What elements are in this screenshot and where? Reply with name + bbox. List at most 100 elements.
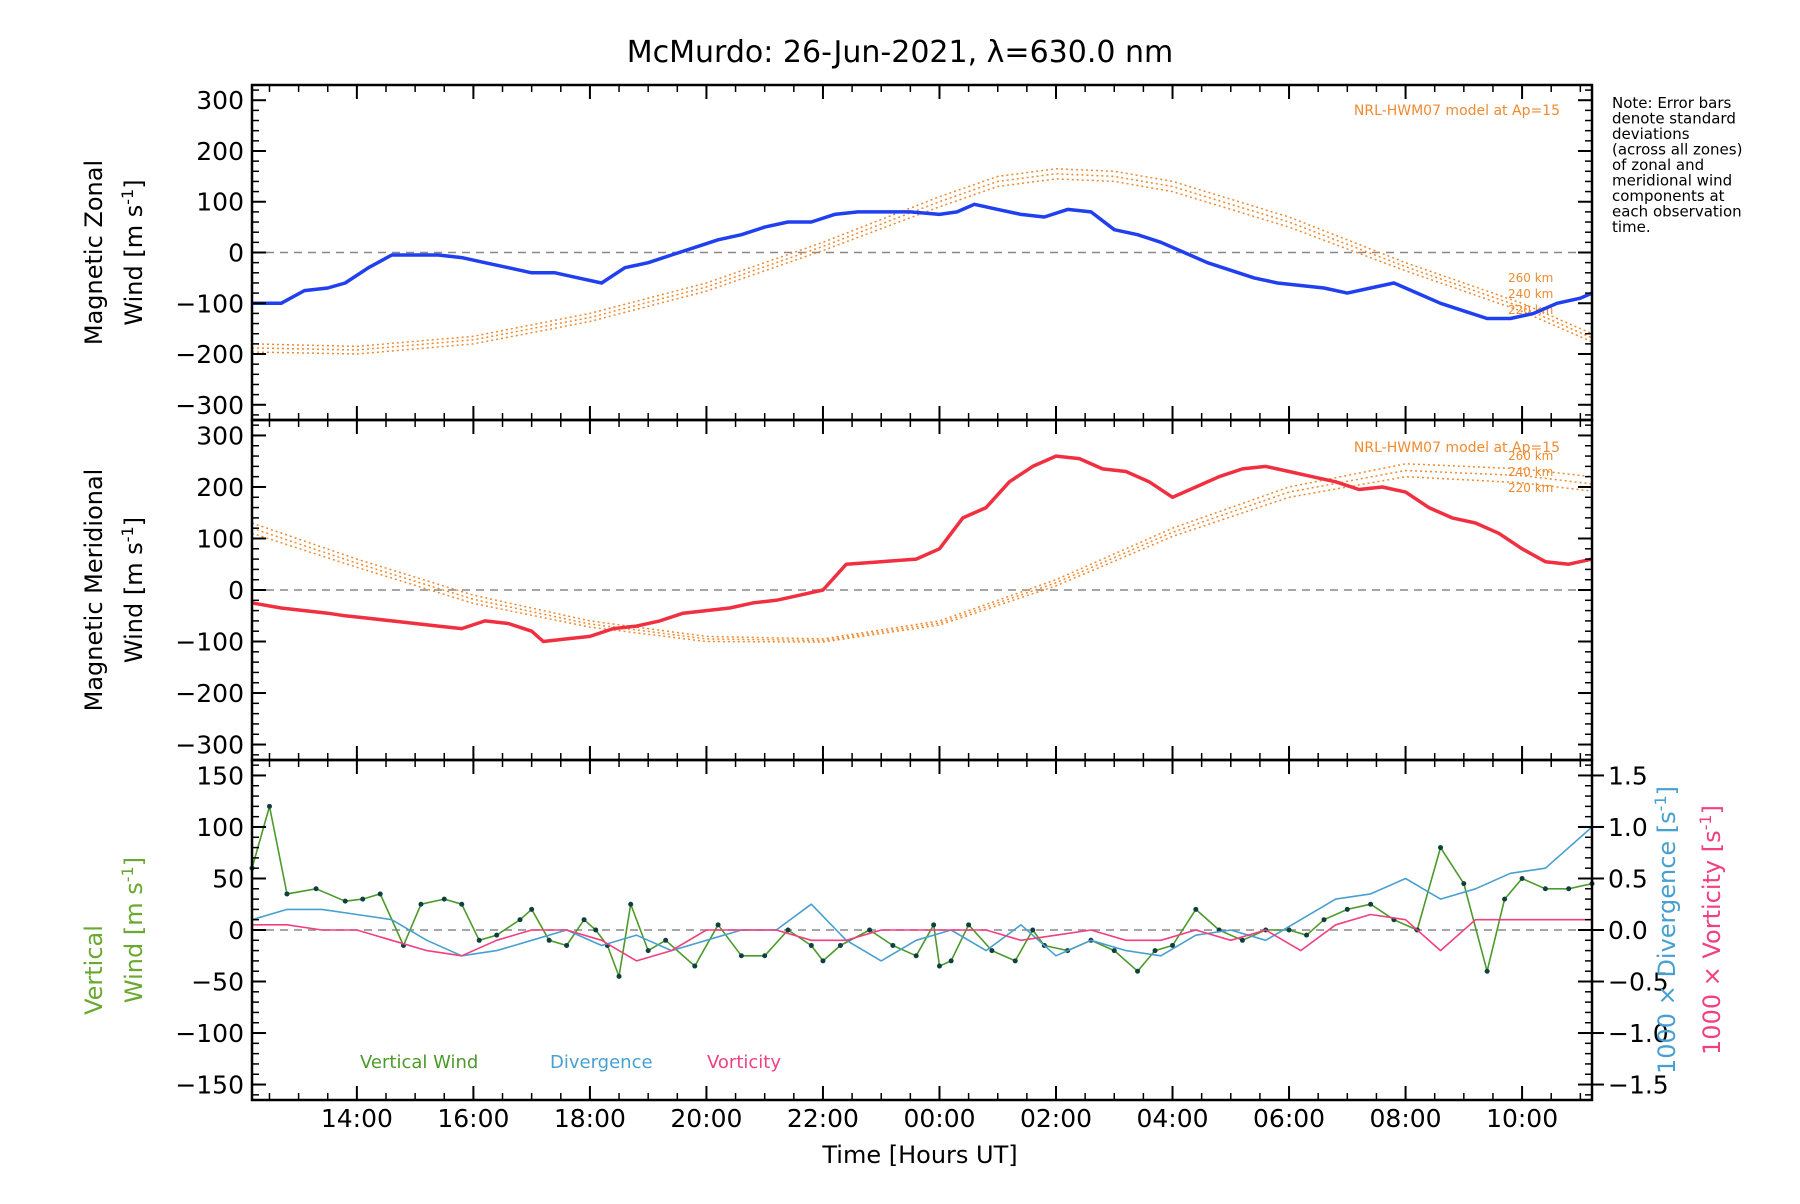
ytick-label-zonal: 300 [196,86,244,115]
ytick-label-vertical: 0 [228,916,244,945]
vertical-wind-point [663,937,669,943]
vertical-wind-point [476,937,482,943]
vertical-wind-point [692,963,698,969]
vertical-wind-point [948,958,954,964]
vertical-wind-point [593,927,599,933]
ylabel-line1-meridional: Magnetic Meridional [80,469,108,712]
ytick-label-meridional: −200 [175,679,244,708]
ytick-label-zonal: 100 [196,188,244,217]
vertical-wind-point [1344,906,1350,912]
note-line: components at [1612,187,1725,205]
vertical-wind-point [890,942,896,948]
altitude-label-meridional-2: 220 km [1508,481,1553,495]
right-ytick-label: 0.0 [1608,916,1648,945]
right-ytick-label: −0.5 [1608,968,1669,997]
vertical-wind-point [377,891,383,897]
model-curve-zonal-0 [251,168,1593,348]
model-curve-zonal-2 [251,178,1593,355]
model-label-zonal: NRL-HWM07 model at Ap=15 [1354,103,1560,119]
right-ytick-label: 1.5 [1608,761,1648,790]
vertical-wind-point [1111,948,1117,954]
vertical-wind-point [1239,937,1245,943]
note-line: (across all zones) [1612,141,1742,159]
vertical-wind-point [1193,906,1199,912]
altitude-label-meridional-1: 240 km [1508,465,1553,479]
vertical-wind-point [459,901,465,907]
legend-vertical-wind: Vertical Wind [360,1052,478,1073]
vertical-wind-point [441,896,447,902]
vertical-wind-point [1135,968,1141,974]
xtick-label: 18:00 [554,1104,626,1133]
vertical-wind-point [1321,917,1327,923]
vertical-wind-point [820,958,826,964]
altitude-label-zonal-2: 220 km [1508,303,1553,317]
vertical-wind-point [837,942,843,948]
ytick-label-meridional: −300 [175,731,244,760]
ytick-label-vertical: 150 [196,761,244,790]
vertical-wind-point [1286,927,1292,933]
xtick-label: 00:00 [903,1104,975,1133]
vertical-wind-point [546,937,552,943]
ytick-label-zonal: −300 [175,391,244,420]
vertical-wind-point [738,953,744,959]
vertical-wind-point [1566,886,1572,892]
vertical-wind-point [1152,948,1158,954]
vertical-wind-point [762,953,768,959]
vertical-wind-point [645,948,651,954]
vertical-wind-point [418,901,424,907]
note-line: denote standard [1612,110,1736,128]
xtick-label: 02:00 [1020,1104,1092,1133]
ytick-label-zonal: −200 [175,340,244,369]
vertical-wind-point [1519,875,1525,881]
right-ytick-label: 0.5 [1608,864,1648,893]
vertical-wind-point [1502,896,1508,902]
legend-vorticity: Vorticity [707,1052,781,1073]
vertical-wind-point [360,896,366,902]
vertical-wind-point [1170,942,1176,948]
xtick-label: 20:00 [670,1104,742,1133]
ylabel-line2-zonal: Wind [m s-1] [118,179,149,325]
xtick-label: 22:00 [787,1104,859,1133]
ytick-label-vertical: 50 [212,864,244,893]
vertical-wind-point [808,942,814,948]
note-line: meridional wind [1612,172,1732,190]
ylabel-line2-meridional: Wind [m s-1] [118,517,149,663]
series-line-divergence [251,826,1593,962]
vertical-wind-point [529,906,535,912]
ytick-label-meridional: 0 [228,576,244,605]
x-axis-label: Time [Hours UT] [821,1141,1017,1169]
vertical-wind-point [989,948,995,954]
xtick-label: 08:00 [1370,1104,1442,1133]
series-line-magnetic-meridional-wind [251,454,1593,644]
panel-vertical: 150 100 50 0 −50 −100 −150 Vertical Wind [m s-1]… [80,758,1727,1102]
vertical-wind-point [266,803,272,809]
note-line: deviations [1612,125,1690,143]
right-ytick-label: 1.0 [1608,813,1648,842]
ylabel-left-line1: Vertical [80,925,108,1015]
xtick-label: 04:00 [1136,1104,1208,1133]
xtick-label: 06:00 [1253,1104,1325,1133]
vertical-wind-point [1368,901,1374,907]
ylabel-right-1: 1000 × Vorticity [s-1] [1696,805,1727,1055]
vertical-wind-point [1012,958,1018,964]
model-curve-meridional-1 [251,469,1593,642]
model-curve-zonal-1 [251,173,1593,351]
ytick-label-vertical: −100 [175,1019,244,1048]
xtick-label: 10:00 [1486,1104,1558,1133]
vertical-wind-point [715,922,721,928]
ylabel-line1-zonal: Magnetic Zonal [80,160,108,345]
vertical-wind-point [517,917,523,923]
ytick-label-zonal: 200 [196,137,244,166]
note-line: each observation [1612,203,1742,221]
ytick-label-meridional: 300 [196,421,244,450]
series-line-magnetic-zonal-wind [252,202,1593,321]
vertical-wind-point [342,898,348,904]
series-line-vertical-wind [251,805,1593,978]
vertical-wind-point [936,963,942,969]
vertical-wind-point [785,927,791,933]
vertical-wind-point [628,901,634,907]
vertical-wind-point [931,922,937,928]
